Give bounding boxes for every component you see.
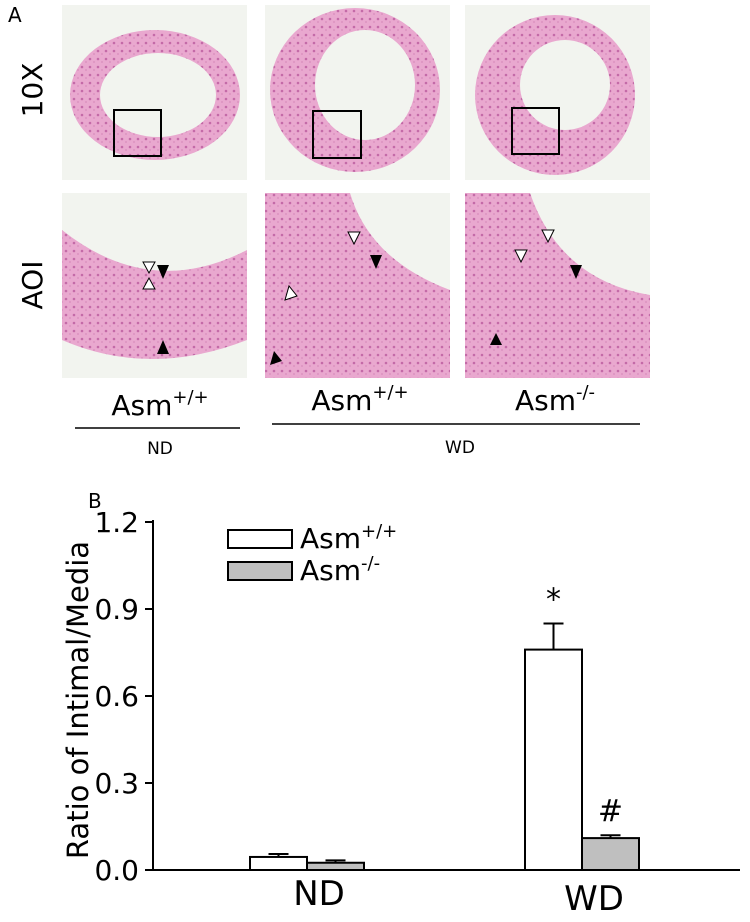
error-bar	[325, 859, 346, 863]
bar	[306, 861, 365, 871]
genotype-label: Asm-/-	[515, 382, 595, 417]
y-tick-label: 0.6	[94, 680, 139, 713]
error-bar	[543, 622, 564, 650]
group-label: ND	[147, 439, 173, 459]
genotype-superscript: -/-	[576, 382, 595, 403]
row-label: AOI	[16, 261, 49, 310]
group-label: WD	[445, 438, 475, 458]
legend-label: Asm+/+	[300, 521, 397, 555]
y-tick-label: 1.2	[94, 506, 139, 539]
genotype-superscript: +/+	[172, 387, 208, 408]
panel-label: A	[8, 3, 22, 27]
annotation: #	[598, 794, 623, 829]
legend-swatch	[227, 529, 293, 549]
genotype-label: Asm+/+	[311, 382, 408, 417]
legend-name: Asm	[300, 554, 361, 587]
x-tick-label: WD	[564, 879, 624, 919]
y-tick-label: 0.3	[94, 767, 139, 800]
genotype: Asm	[515, 384, 576, 417]
legend-swatch	[227, 561, 293, 581]
legend-label: Asm-/-	[300, 553, 380, 587]
genotype: Asm	[311, 384, 372, 417]
histology-images	[62, 5, 650, 429]
bar	[249, 855, 308, 872]
bar	[524, 648, 583, 871]
genotype-label: Asm+/+	[111, 387, 208, 422]
error-bar	[600, 834, 621, 839]
genotype: Asm	[111, 389, 172, 422]
annotation: *	[546, 583, 561, 618]
panel-label: B	[88, 489, 102, 513]
genotype-superscript: +/+	[372, 382, 408, 403]
row-label: 10X	[16, 63, 49, 118]
legend-superscript: -/-	[361, 553, 380, 574]
legend-superscript: +/+	[361, 521, 397, 542]
y-tick-label: 0.0	[94, 854, 139, 887]
legend-name: Asm	[300, 522, 361, 555]
error-bar	[268, 853, 289, 857]
y-axis-label: Ratio of Intimal/Media	[61, 541, 95, 859]
x-tick-label: ND	[293, 874, 345, 914]
y-tick-label: 0.9	[94, 593, 139, 626]
bar	[581, 837, 640, 871]
